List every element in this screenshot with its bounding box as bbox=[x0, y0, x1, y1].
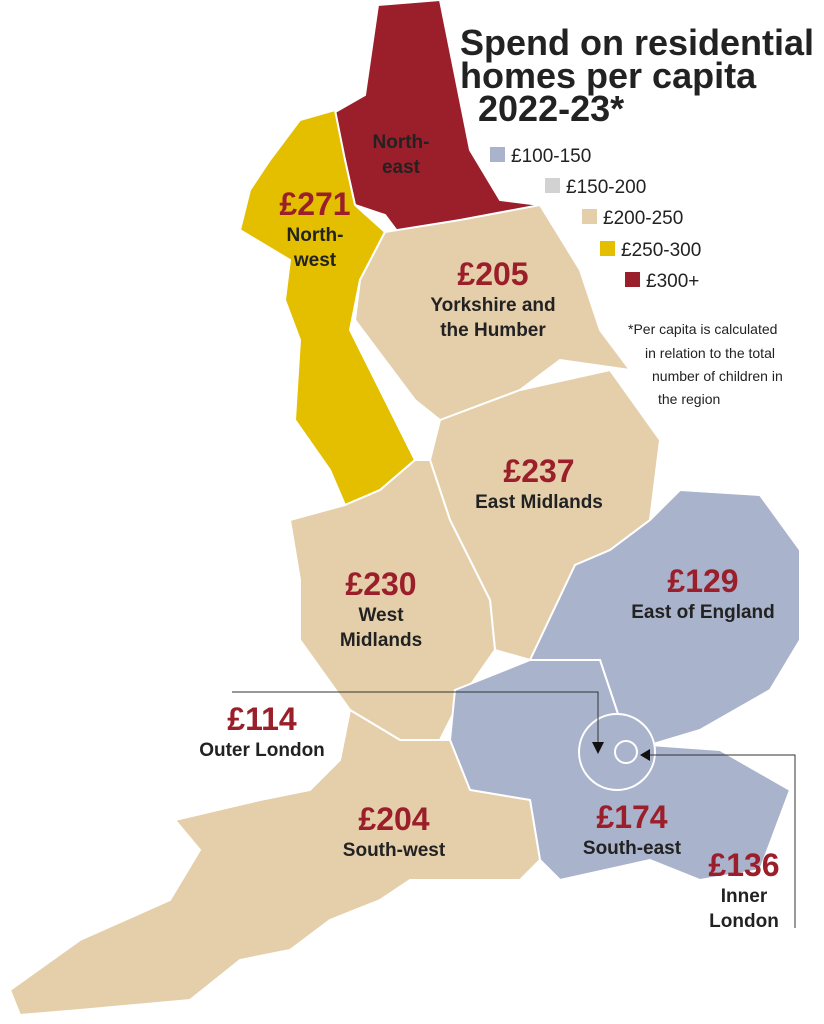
arrow-head bbox=[592, 742, 604, 754]
region-value: £230 bbox=[345, 566, 416, 602]
regions bbox=[8, 0, 801, 1017]
outer-london-pointer bbox=[232, 691, 599, 745]
region-name: Inner bbox=[721, 886, 768, 907]
region-name: Yorkshire and bbox=[430, 295, 555, 316]
region-name: West bbox=[358, 605, 404, 626]
legend-swatch bbox=[490, 147, 505, 162]
legend-label: £100-150 bbox=[511, 146, 591, 167]
region-value: £129 bbox=[667, 563, 738, 599]
note-line: the region bbox=[658, 391, 720, 407]
legend-swatch bbox=[625, 272, 640, 287]
legend-swatch bbox=[582, 209, 597, 224]
title-line: 2022-23* bbox=[478, 88, 624, 129]
region-value: £136 bbox=[708, 847, 779, 883]
note-line: in relation to the total bbox=[645, 345, 775, 361]
region-name: North- bbox=[287, 225, 344, 246]
region-value: £271 bbox=[279, 186, 350, 222]
region-name: North- bbox=[373, 132, 430, 153]
yorkshire-region bbox=[353, 203, 633, 432]
south-west-region bbox=[8, 708, 542, 1017]
note-line: number of children in bbox=[652, 368, 783, 384]
legend-label: £250-300 bbox=[621, 240, 701, 261]
region-value: £205 bbox=[457, 256, 528, 292]
title-line: homes per capita bbox=[460, 55, 757, 96]
region-name: London bbox=[709, 911, 779, 932]
region-name: Outer London bbox=[199, 740, 325, 761]
inner-london-region bbox=[614, 740, 638, 764]
legend-label: £300+ bbox=[646, 271, 699, 292]
region-name: Midlands bbox=[340, 630, 422, 651]
legend-label: £150-200 bbox=[566, 177, 646, 198]
legend-swatch bbox=[545, 178, 560, 193]
region-name: South-west bbox=[343, 840, 446, 861]
note-line: *Per capita is calculated bbox=[628, 321, 777, 337]
region-name: the Humber bbox=[440, 320, 546, 341]
region-value: £237 bbox=[503, 453, 574, 489]
region-name: East Midlands bbox=[475, 492, 603, 513]
legend-swatch bbox=[600, 241, 615, 256]
region-value: £114 bbox=[227, 701, 297, 737]
region-value: £334 bbox=[365, 93, 436, 129]
inner-london-pointer bbox=[650, 754, 796, 928]
region-name: South-east bbox=[583, 838, 682, 859]
title-line: Spend on residential bbox=[460, 22, 814, 63]
region-value: £174 bbox=[596, 799, 667, 835]
arrow-head bbox=[640, 749, 650, 761]
pointers bbox=[232, 691, 796, 928]
legend-label: £200-250 bbox=[603, 208, 683, 229]
region-name: East of England bbox=[631, 602, 775, 623]
region-value: £204 bbox=[358, 801, 429, 837]
region-name: west bbox=[293, 250, 337, 271]
region-name: east bbox=[382, 157, 421, 178]
